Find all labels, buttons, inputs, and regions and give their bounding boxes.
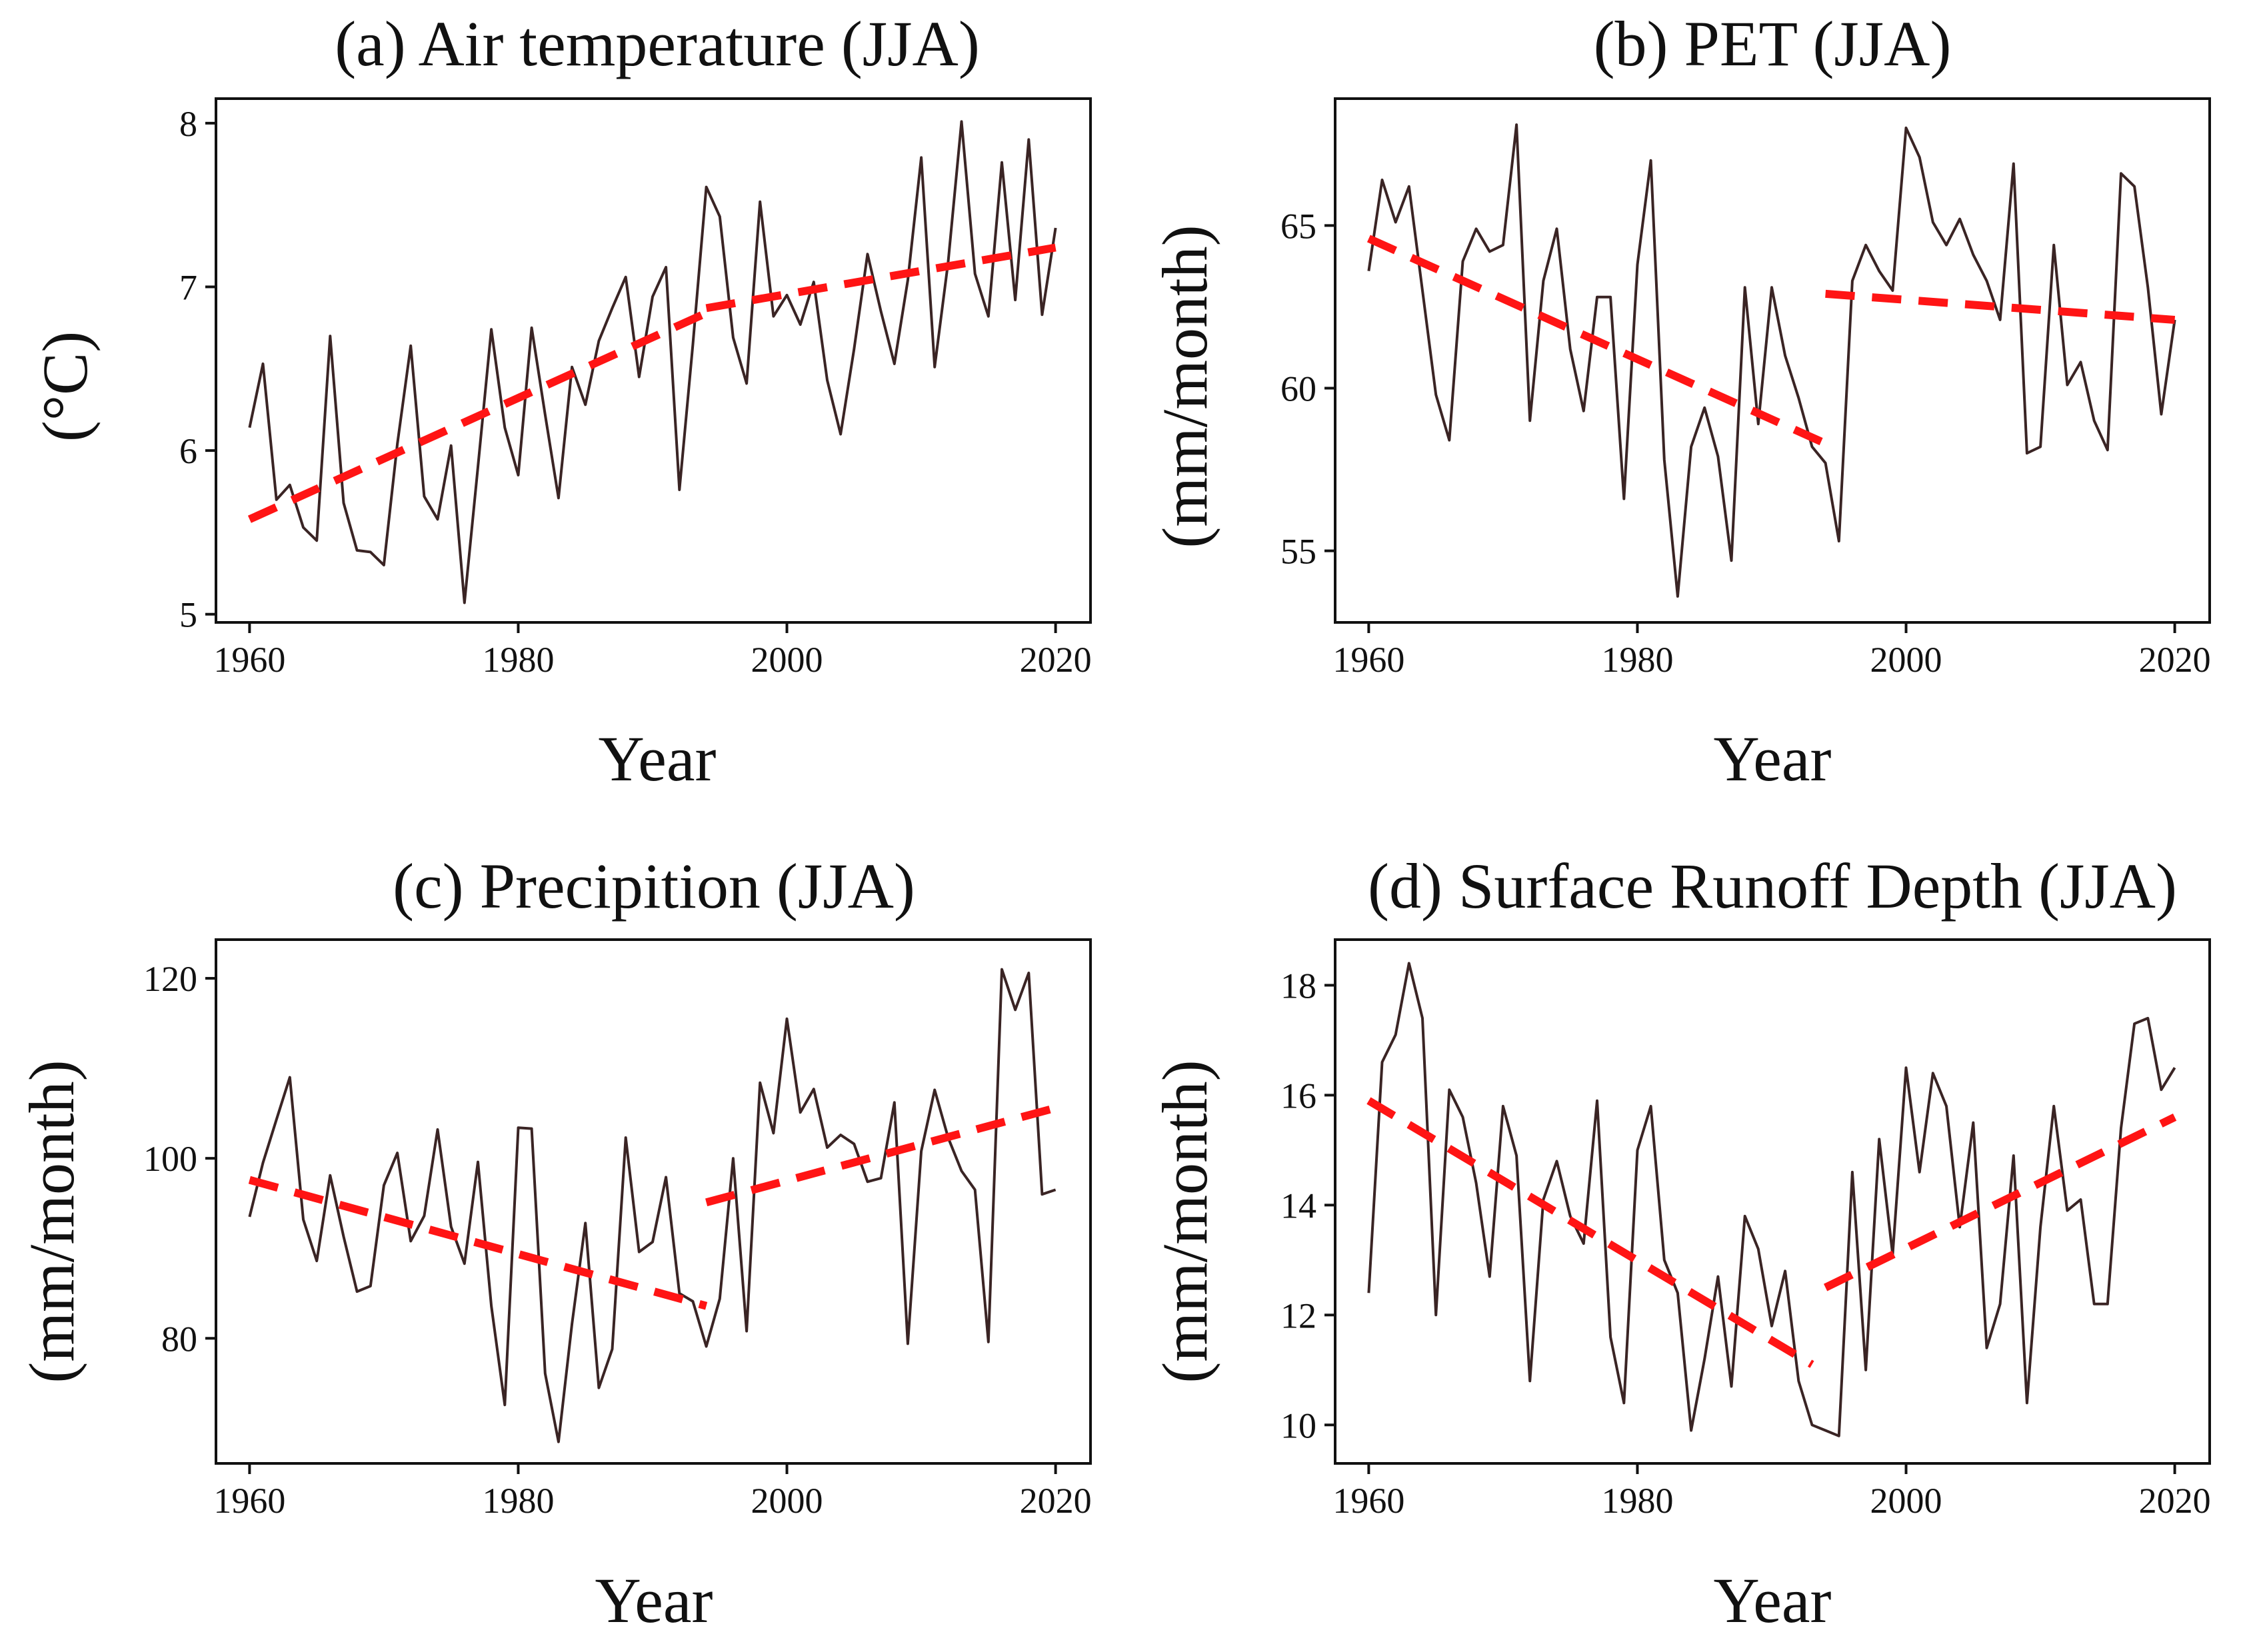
panel-d-trend-line-1 — [1366, 1097, 1814, 1368]
panel-b-series-line — [1367, 123, 2176, 598]
panel-d: (d) Surface Runoff Depth (JJA) Year (mm/… — [1149, 850, 2211, 1636]
panel-a-x-tick-label: 2000 — [751, 640, 823, 680]
panel-c-y-tick-label: 100 — [143, 1139, 197, 1179]
panel-a-x-tick-label: 1960 — [213, 640, 285, 680]
panel-c-x-tick-label: 1980 — [482, 1481, 554, 1521]
panel-d-x-tick-label: 2000 — [1870, 1481, 1942, 1521]
panel-c-series-line — [248, 968, 1057, 1443]
panel-b-y-tick-label: 55 — [1280, 532, 1316, 572]
panel-c-axes-frame — [215, 938, 1092, 1465]
panel-b-trend-line-2 — [1825, 289, 2176, 324]
panel-c-title: (c) Precipition (JJA) — [393, 850, 915, 922]
panel-a-y-tick-label: 6 — [179, 431, 197, 471]
panel-d-y-tick-label: 12 — [1280, 1295, 1316, 1335]
panel-b-x-tick-label: 2020 — [2139, 640, 2211, 680]
panel-d-x-tick-label: 1980 — [1601, 1481, 1673, 1521]
panel-b-ylabel: (mm/month) — [1149, 225, 1220, 548]
panel-c-x-tick-label: 1960 — [213, 1481, 285, 1521]
panel-a: (a) Air temperature (JJA) Year (°C) 1960… — [29, 8, 1092, 794]
panel-d-series-line — [1367, 962, 2176, 1437]
panel-d-y-tick-label: 14 — [1280, 1186, 1316, 1226]
panel-a-x-tick-label: 2020 — [1020, 640, 1092, 680]
panel-d-axes-frame — [1334, 938, 2211, 1465]
panel-b-xlabel: Year — [1714, 723, 1832, 794]
panel-c-y-tick-label: 120 — [143, 959, 197, 999]
panel-a-axes-frame — [215, 97, 1092, 624]
panel-b-axes-frame — [1334, 97, 2211, 624]
panel-c-trend-line-2 — [705, 1104, 1057, 1207]
panel-d-y-tick-label: 10 — [1280, 1405, 1316, 1445]
panel-c-xlabel: Year — [595, 1565, 713, 1636]
panel-b-trend-line-1 — [1366, 235, 1828, 447]
panel-c-y-tick-label: 80 — [161, 1319, 197, 1359]
panel-d-x-tick-label: 2020 — [2139, 1481, 2211, 1521]
panel-a-y-tick-label: 8 — [179, 104, 197, 144]
panel-a-title: (a) Air temperature (JJA) — [335, 8, 980, 79]
panel-a-y-tick-label: 5 — [179, 595, 197, 635]
panel-d-trend-line-2 — [1823, 1114, 2177, 1291]
panel-b-y-tick-label: 65 — [1280, 206, 1316, 246]
panel-b-y-tick-label: 60 — [1280, 369, 1316, 409]
panel-b-x-tick-label: 1980 — [1601, 640, 1673, 680]
panel-a-ylabel: (°C) — [29, 331, 101, 442]
panel-d-y-tick-label: 16 — [1280, 1076, 1316, 1116]
panel-b-x-tick-label: 2000 — [1870, 640, 1942, 680]
panel-c-trend-line-1 — [248, 1176, 708, 1310]
panel-a-xlabel: Year — [599, 723, 717, 794]
panel-c-ylabel: (mm/month) — [16, 1060, 87, 1383]
panel-d-ylabel: (mm/month) — [1149, 1060, 1220, 1383]
panel-a-trend-line-2 — [705, 243, 1057, 313]
panel-a-x-tick-label: 1980 — [482, 640, 554, 680]
panel-a-y-tick-label: 7 — [179, 267, 197, 307]
panel-d-x-tick-label: 1960 — [1332, 1481, 1404, 1521]
panel-d-title: (d) Surface Runoff Depth (JJA) — [1368, 850, 2177, 922]
panel-b-x-tick-label: 1960 — [1332, 640, 1404, 680]
panel-c: (c) Precipition (JJA) Year (mm/month) 19… — [16, 850, 1092, 1636]
panel-c-x-tick-label: 2000 — [751, 1481, 823, 1521]
panel-a-trend-line-1 — [247, 309, 709, 523]
panel-b-title: (b) PET (JJA) — [1594, 8, 1952, 79]
panel-d-y-tick-label: 18 — [1280, 966, 1316, 1006]
panel-d-xlabel: Year — [1714, 1565, 1832, 1636]
panel-b: (b) PET (JJA) Year (mm/month) 1960 1980 20… — [1149, 8, 2211, 794]
panel-c-x-tick-label: 2020 — [1020, 1481, 1092, 1521]
panel-a-series-line — [248, 120, 1057, 604]
